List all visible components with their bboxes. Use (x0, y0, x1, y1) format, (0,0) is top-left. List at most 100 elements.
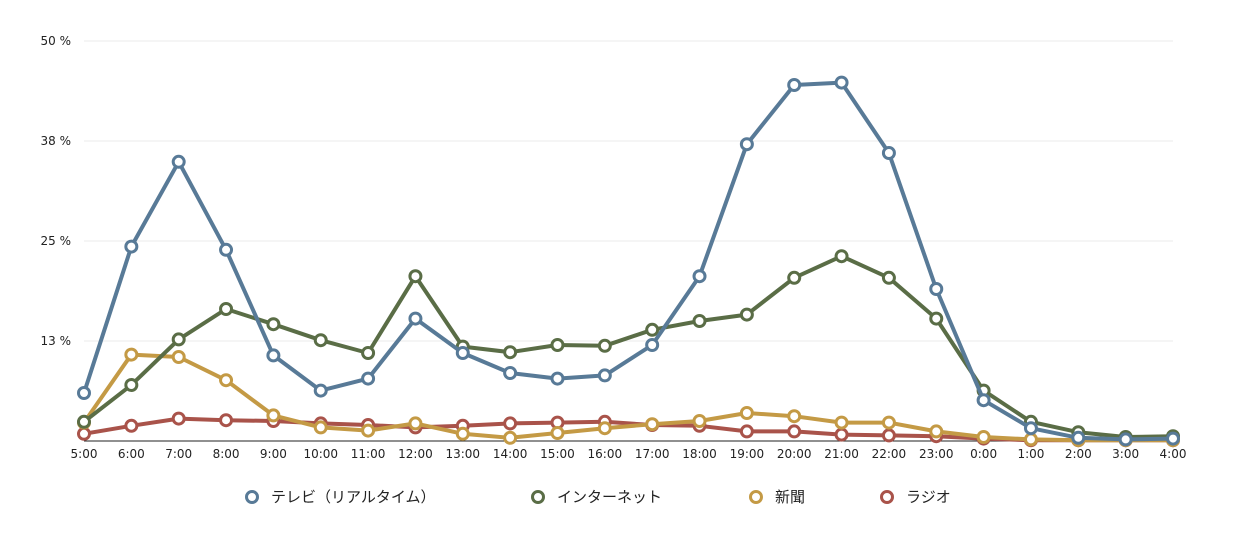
data-point[interactable] (77, 426, 91, 441)
data-point[interactable] (929, 311, 944, 326)
data-point[interactable] (550, 426, 565, 440)
data-point[interactable] (976, 430, 991, 444)
data-point[interactable] (361, 371, 376, 386)
data-point[interactable] (692, 314, 707, 328)
data-point[interactable] (692, 269, 707, 284)
x-tick-label: 10:00 (303, 447, 338, 461)
data-point[interactable] (1166, 431, 1180, 446)
data-point[interactable] (171, 350, 186, 364)
data-point[interactable] (739, 307, 754, 322)
data-point[interactable] (503, 430, 518, 445)
data-point[interactable] (408, 416, 423, 431)
data-point[interactable] (361, 346, 376, 360)
data-point[interactable] (266, 317, 281, 332)
data-point[interactable] (550, 371, 565, 386)
data-point[interactable] (929, 282, 944, 296)
series-group (77, 249, 1180, 444)
data-point[interactable] (171, 332, 186, 347)
legend-item[interactable]: テレビ（リアルタイム） (245, 488, 436, 506)
data-point[interactable] (503, 416, 518, 431)
data-point[interactable] (787, 424, 802, 439)
series-group (77, 75, 1180, 447)
data-point[interactable] (313, 383, 328, 398)
data-point[interactable] (171, 154, 186, 169)
data-point[interactable] (455, 346, 470, 360)
x-tick-label: 22:00 (872, 447, 907, 461)
x-tick-label: 20:00 (777, 447, 812, 461)
data-point[interactable] (739, 424, 754, 439)
data-point[interactable] (266, 348, 281, 363)
legend-item[interactable]: インターネット (531, 488, 663, 506)
data-point[interactable] (77, 414, 91, 429)
y-tick-label: 50 % (41, 34, 72, 48)
data-point[interactable] (929, 424, 944, 439)
data-point[interactable] (503, 366, 518, 380)
data-point[interactable] (834, 427, 849, 442)
data-point[interactable] (219, 302, 234, 316)
data-point[interactable] (976, 393, 991, 408)
data-point[interactable] (1118, 432, 1133, 447)
data-point[interactable] (834, 75, 849, 90)
data-point[interactable] (597, 421, 612, 436)
y-tick-label: 38 % (41, 134, 72, 148)
series-lines (77, 75, 1180, 448)
series-group (77, 347, 1180, 448)
x-tick-label: 5:00 (71, 447, 98, 461)
data-point[interactable] (219, 242, 234, 257)
legend-label: ラジオ (906, 488, 951, 506)
data-point[interactable] (881, 415, 896, 430)
data-point[interactable] (408, 311, 423, 326)
data-point[interactable] (313, 333, 328, 348)
data-point[interactable] (834, 249, 849, 264)
series-line (82, 254, 1175, 439)
data-point[interactable] (124, 378, 139, 392)
data-point[interactable] (1023, 421, 1038, 436)
data-point[interactable] (503, 345, 518, 360)
data-point[interactable] (597, 338, 612, 353)
data-point[interactable] (266, 408, 281, 423)
data-point[interactable] (77, 386, 91, 400)
data-point[interactable] (739, 406, 754, 420)
data-point[interactable] (739, 137, 754, 152)
data-point[interactable] (219, 413, 234, 428)
data-point[interactable] (645, 322, 660, 337)
data-point[interactable] (1071, 430, 1086, 445)
data-point[interactable] (787, 409, 802, 424)
data-point[interactable] (1023, 432, 1038, 447)
legend-marker (749, 490, 763, 504)
data-point[interactable] (881, 146, 896, 160)
data-point[interactable] (408, 269, 423, 284)
data-point[interactable] (645, 338, 660, 352)
x-tick-label: 23:00 (919, 447, 954, 461)
legend-label: テレビ（リアルタイム） (271, 488, 436, 506)
data-point[interactable] (219, 373, 234, 388)
data-point[interactable] (881, 428, 896, 443)
legend-label: インターネット (557, 488, 662, 506)
series-line (82, 352, 1175, 443)
x-tick-label: 8:00 (213, 447, 240, 461)
data-point[interactable] (787, 270, 802, 285)
data-point[interactable] (124, 347, 139, 362)
data-point[interactable] (455, 426, 470, 441)
x-tick-label: 2:00 (1065, 447, 1092, 461)
x-tick-label: 12:00 (398, 447, 433, 461)
data-point[interactable] (834, 415, 849, 430)
legend-item[interactable]: 新聞 (749, 488, 806, 506)
data-point[interactable] (550, 338, 565, 352)
series-line (82, 80, 1175, 442)
data-point[interactable] (787, 78, 802, 92)
data-point[interactable] (313, 420, 328, 435)
data-point[interactable] (645, 417, 660, 432)
x-tick-label: 15:00 (540, 447, 575, 461)
x-tick-label: 9:00 (260, 447, 287, 461)
legend-item[interactable]: ラジオ (880, 488, 951, 506)
data-point[interactable] (124, 418, 139, 433)
data-point[interactable] (692, 414, 707, 428)
data-point[interactable] (124, 239, 139, 254)
data-point[interactable] (361, 423, 376, 438)
x-tick-label: 4:00 (1160, 447, 1187, 461)
data-point[interactable] (171, 411, 186, 426)
data-point[interactable] (597, 368, 612, 383)
data-point[interactable] (881, 270, 896, 285)
